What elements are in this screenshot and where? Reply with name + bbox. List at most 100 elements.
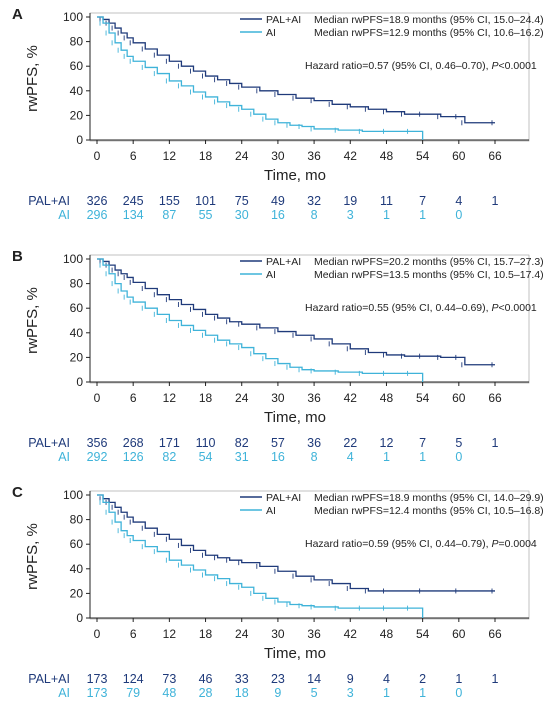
y-tick-label: 0 [76, 133, 83, 147]
x-tick-label: 48 [380, 149, 394, 163]
at-risk-count: 1 [455, 672, 462, 686]
at-risk-count: 46 [199, 672, 213, 686]
at-risk-label: AI [58, 686, 70, 700]
at-risk-count: 36 [307, 436, 321, 450]
at-risk-count: 8 [311, 208, 318, 222]
at-risk-count: 134 [123, 208, 144, 222]
y-tick-label: 100 [63, 252, 83, 266]
y-tick-label: 60 [70, 301, 84, 315]
series-line-pal-ai [97, 16, 495, 124]
hazard-ratio-text: Hazard ratio=0.55 (95% CI, 0.44–0.69), [305, 302, 491, 314]
y-tick-label: 80 [70, 277, 84, 291]
panel-label: C [12, 484, 23, 501]
x-tick-label: 0 [94, 627, 101, 641]
legend-median: Median rwPFS=12.9 months (95% CI, 10.6–1… [314, 27, 544, 39]
at-risk-count: 54 [199, 450, 213, 464]
at-risk-count: 356 [87, 436, 108, 450]
at-risk-count: 18 [235, 686, 249, 700]
legend-median: Median rwPFS=18.9 months (95% CI, 15.0–2… [314, 14, 544, 26]
panel-label: A [12, 6, 23, 23]
x-tick-label: 12 [163, 627, 177, 641]
at-risk-count: 11 [380, 194, 393, 208]
x-tick-label: 24 [235, 627, 249, 641]
p-symbol: P [491, 538, 498, 550]
hazard-ratio-text: Hazard ratio=0.57 (95% CI, 0.46–0.70), [305, 60, 491, 72]
x-tick-label: 60 [452, 149, 466, 163]
x-tick-label: 0 [94, 149, 101, 163]
y-tick-label: 80 [70, 513, 84, 527]
y-tick-label: 20 [70, 108, 84, 122]
at-risk-count: 1 [492, 194, 499, 208]
at-risk-label: PAL+AI [28, 194, 70, 208]
p-value: <0.0001 [499, 302, 537, 314]
legend-median: Median rwPFS=13.5 months (95% CI, 10.5–1… [314, 269, 544, 281]
at-risk-count: 1 [419, 686, 426, 700]
at-risk-count: 9 [274, 686, 281, 700]
x-tick-label: 6 [130, 391, 137, 405]
at-risk-count: 7 [419, 436, 426, 450]
y-tick-label: 0 [76, 375, 83, 389]
legend-label: PAL+AI [266, 256, 301, 268]
x-tick-label: 12 [163, 149, 177, 163]
at-risk-count: 4 [347, 450, 354, 464]
x-tick-label: 30 [271, 627, 285, 641]
at-risk-label: PAL+AI [28, 436, 70, 450]
hazard-ratio: Hazard ratio=0.57 (95% CI, 0.46–0.70), P… [305, 60, 537, 72]
at-risk-count: 75 [235, 194, 249, 208]
x-tick-label: 66 [488, 149, 502, 163]
at-risk-count: 33 [235, 672, 249, 686]
y-tick-label: 20 [70, 586, 84, 600]
y-tick-label: 100 [63, 10, 83, 24]
at-risk-count: 32 [307, 194, 321, 208]
x-tick-label: 18 [199, 391, 213, 405]
at-risk-count: 19 [343, 194, 357, 208]
x-tick-label: 60 [452, 391, 466, 405]
y-tick-label: 0 [76, 611, 83, 625]
x-tick-label: 42 [344, 391, 358, 405]
x-tick-label: 42 [344, 627, 358, 641]
series-line-pal-ai [97, 494, 495, 592]
y-axis-label: rwPFS, % [24, 287, 41, 354]
at-risk-count: 1 [383, 450, 390, 464]
series-line-ai [97, 494, 424, 618]
y-tick-label: 40 [70, 326, 84, 340]
x-tick-label: 36 [307, 391, 321, 405]
x-tick-label: 24 [235, 149, 249, 163]
y-tick-label: 40 [70, 84, 84, 98]
at-risk-count: 82 [235, 436, 249, 450]
at-risk-count: 9 [347, 672, 354, 686]
x-tick-label: 60 [452, 627, 466, 641]
at-risk-count: 73 [162, 672, 176, 686]
at-risk-count: 23 [271, 672, 285, 686]
at-risk-count: 48 [162, 686, 176, 700]
x-axis-label: Time, mo [264, 645, 326, 662]
x-tick-label: 66 [488, 627, 502, 641]
at-risk-count: 173 [87, 672, 108, 686]
x-tick-label: 30 [271, 391, 285, 405]
at-risk-count: 28 [199, 686, 213, 700]
at-risk-count: 1 [383, 208, 390, 222]
x-tick-label: 6 [130, 149, 137, 163]
x-tick-label: 48 [380, 627, 394, 641]
y-tick-label: 60 [70, 59, 84, 73]
at-risk-count: 31 [235, 450, 249, 464]
legend-label: PAL+AI [266, 14, 301, 26]
at-risk-count: 5 [311, 686, 318, 700]
at-risk-count: 55 [199, 208, 213, 222]
at-risk-label: PAL+AI [28, 672, 70, 686]
p-value: =0.0004 [499, 538, 537, 550]
at-risk-count: 101 [195, 194, 216, 208]
x-tick-label: 36 [307, 627, 321, 641]
at-risk-count: 14 [307, 672, 321, 686]
panel-label: B [12, 248, 23, 265]
series-line-ai [97, 16, 424, 140]
y-tick-label: 40 [70, 562, 84, 576]
at-risk-count: 79 [126, 686, 140, 700]
x-axis-label: Time, mo [264, 409, 326, 426]
legend-label: AI [266, 505, 276, 517]
y-axis-label: rwPFS, % [24, 523, 41, 590]
at-risk-count: 2 [419, 672, 426, 686]
